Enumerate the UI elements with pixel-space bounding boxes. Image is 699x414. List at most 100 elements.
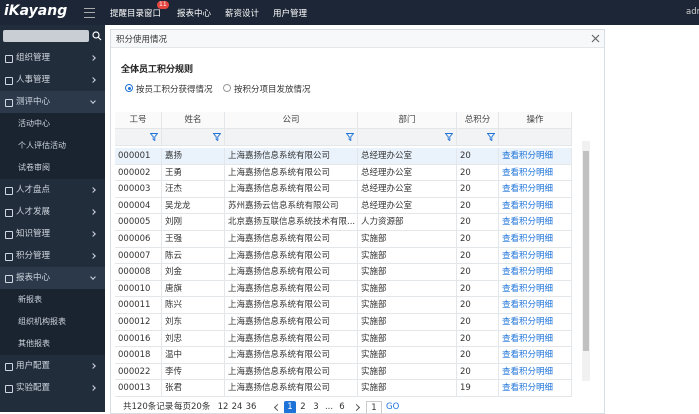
filter-icon[interactable]	[487, 133, 495, 141]
table-cell: 陈兴	[162, 297, 225, 314]
table-cell[interactable]: 查看积分明细	[499, 330, 572, 348]
page-number[interactable]: ...	[324, 402, 334, 412]
nav-item[interactable]: 薪资设计	[225, 9, 260, 19]
table-cell: 上海嘉扬信息系统有限公司	[225, 330, 358, 348]
page-number[interactable]: 1	[284, 401, 296, 413]
filter-cell[interactable]	[115, 129, 162, 146]
menu-label[interactable]: 积分管理	[16, 251, 51, 261]
search-icon[interactable]	[92, 31, 102, 41]
table-cell[interactable]: 查看积分明细	[499, 181, 572, 198]
table-cell: 实施部	[358, 330, 457, 348]
table-cell: 上海嘉扬信息系统有限公司	[225, 247, 358, 265]
menu-label[interactable]: 人才盘点	[16, 185, 51, 195]
menu-item[interactable]: 积分管理	[0, 245, 105, 267]
filter-cell[interactable]	[499, 129, 572, 146]
table-cell[interactable]: 查看积分明细	[499, 280, 572, 298]
nav-item[interactable]: 用户管理	[273, 9, 308, 19]
menu-label[interactable]: 用户配置	[16, 361, 51, 371]
menu-item[interactable]: 人事管理	[0, 69, 105, 91]
menu-label[interactable]: 人事管理	[16, 75, 51, 85]
radio-label[interactable]: 按积分项目发放情况	[234, 85, 311, 95]
radio[interactable]	[125, 84, 133, 92]
close-button[interactable]	[591, 34, 600, 43]
table-cell[interactable]: 查看积分明细	[499, 231, 572, 248]
table-cell[interactable]: 查看积分明细	[499, 247, 572, 265]
submenu-item[interactable]: 其他报表	[0, 333, 105, 355]
next-page[interactable]	[352, 403, 361, 412]
submenu-item[interactable]: 试卷审阅	[0, 157, 105, 179]
menu-item[interactable]: 人才盘点	[0, 179, 105, 201]
filter-icon[interactable]	[445, 133, 453, 141]
table-cell[interactable]: 查看积分明细	[499, 197, 572, 215]
table-cell: 20	[457, 347, 499, 364]
menu-label[interactable]: 实验配置	[16, 383, 51, 393]
table-cell: 20	[457, 164, 499, 182]
menu-label[interactable]: 报表中心	[16, 273, 51, 283]
table-cell[interactable]: 查看积分明细	[499, 148, 572, 165]
menu-item[interactable]: 组织管理	[0, 47, 105, 69]
table-cell[interactable]: 查看积分明细	[499, 297, 572, 314]
table-cell: 王勇	[162, 164, 225, 182]
table-cell[interactable]: 查看积分明细	[499, 214, 572, 231]
page-number[interactable]: 6	[339, 402, 345, 412]
nav-item[interactable]: 报表中心	[177, 9, 212, 19]
radio[interactable]	[223, 84, 231, 92]
submenu-item[interactable]: 新报表	[0, 289, 105, 311]
menu-item[interactable]: 报表中心	[0, 267, 105, 289]
menu-arrow	[90, 231, 96, 237]
menu-label[interactable]: 知识管理	[16, 229, 51, 239]
table-cell: 实施部	[358, 297, 457, 314]
page-size-option[interactable]: 24	[231, 402, 243, 412]
menu-toggle[interactable]	[84, 8, 95, 18]
table-cell: 实施部	[358, 363, 457, 381]
prev-page[interactable]	[273, 403, 282, 412]
menu-item[interactable]: 用户配置	[0, 355, 105, 377]
menu-item[interactable]: 知识管理	[0, 223, 105, 245]
table-cell[interactable]: 查看积分明细	[499, 264, 572, 281]
table-cell: 000001	[115, 148, 162, 165]
table-cell: 唐旗	[162, 280, 225, 298]
page-size-option[interactable]: 36	[245, 402, 257, 412]
table-cell[interactable]: 查看积分明细	[499, 164, 572, 182]
menu-icon	[5, 187, 13, 195]
radio-label[interactable]: 按员工积分获得情况	[136, 85, 213, 95]
page-size-option[interactable]: 12	[217, 402, 229, 412]
table-cell[interactable]: 查看积分明细	[499, 380, 572, 397]
page-number[interactable]: 3	[313, 402, 319, 412]
page-number[interactable]: 2	[300, 402, 306, 412]
user-name[interactable]: admin	[686, 7, 699, 17]
table-cell: 上海嘉扬信息系统有限公司	[225, 231, 358, 248]
nav-item[interactable]: 提醒目录窗口	[110, 9, 162, 19]
menu-arrow	[90, 55, 96, 61]
filter-icon[interactable]	[150, 133, 158, 141]
menu-item[interactable]: 测评中心	[0, 91, 105, 113]
scrollbar-thumb[interactable]	[583, 151, 589, 351]
menu-label[interactable]: 人才发展	[16, 207, 51, 217]
filter-cell[interactable]	[162, 129, 225, 146]
filter-icon[interactable]	[346, 133, 354, 141]
sidebar: 组织管理人事管理测评中心活动中心 个人评估活动 试卷审阅人才盘点人才发展知识管理积分…	[0, 25, 105, 412]
submenu-item[interactable]: 活动中心	[0, 113, 105, 135]
menu-label[interactable]: 组织管理	[16, 53, 51, 63]
table-cell: 20	[457, 197, 499, 215]
search-box[interactable]	[3, 30, 89, 42]
table-cell[interactable]: 查看积分明细	[499, 347, 572, 364]
page-input[interactable]: 1	[366, 401, 382, 413]
menu-item[interactable]: 实验配置	[0, 377, 105, 399]
table-cell[interactable]: 查看积分明细	[499, 314, 572, 331]
menu-item[interactable]: 人才发展	[0, 201, 105, 223]
menu-label[interactable]: 测评中心	[16, 97, 51, 107]
menu-arrow	[90, 209, 96, 215]
table-cell[interactable]: 查看积分明细	[499, 363, 572, 381]
go-button[interactable]: GO	[386, 402, 400, 412]
submenu-item[interactable]: 个人评估活动	[0, 135, 105, 157]
filter-icon[interactable]	[213, 133, 221, 141]
table-cell: 总经理办公室	[358, 197, 457, 215]
filter-cell[interactable]	[225, 129, 358, 146]
filter-cell[interactable]	[457, 129, 499, 146]
filter-cell[interactable]	[358, 129, 457, 146]
table-cell: 人力资源部	[358, 214, 457, 231]
submenu-item[interactable]: 组织机构报表	[0, 311, 105, 333]
table-cell: 王强	[162, 231, 225, 248]
